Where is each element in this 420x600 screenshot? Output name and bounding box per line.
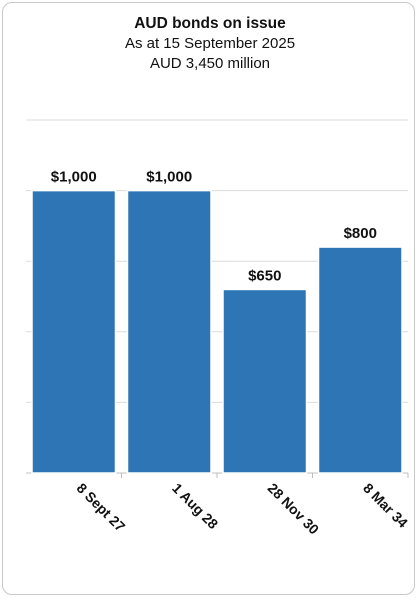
data-label-1: $1,000 bbox=[146, 169, 192, 186]
bar-2 bbox=[222, 288, 308, 474]
chart-title: AUD bonds on issue bbox=[134, 15, 286, 32]
chart-titles: AUD bonds on issue As at 15 September 20… bbox=[0, 13, 420, 74]
x-tick-label-2: 28 Nov 30 bbox=[265, 480, 323, 538]
data-label-3: $800 bbox=[344, 225, 377, 242]
x-tick-label-0: 8 Sept 27 bbox=[74, 480, 129, 535]
bar-1 bbox=[126, 189, 212, 474]
chart-subtitle-date: As at 15 September 2025 bbox=[124, 35, 296, 52]
x-tick-label-3: 8 Mar 34 bbox=[360, 480, 411, 531]
bar-3 bbox=[317, 246, 403, 474]
data-label-2: $650 bbox=[248, 267, 281, 284]
chart-subtitle-total: AUD 3,450 million bbox=[149, 55, 271, 72]
bar-0 bbox=[31, 189, 117, 474]
data-label-0: $1,000 bbox=[51, 169, 97, 186]
x-tick-label-1: 1 Aug 28 bbox=[169, 480, 221, 532]
